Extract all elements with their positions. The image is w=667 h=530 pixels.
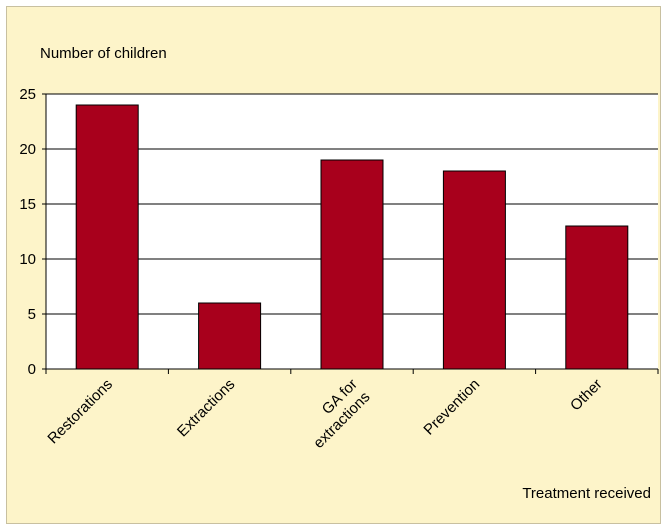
y-tick-label: 10 <box>19 251 36 268</box>
y-tick-label: 25 <box>19 86 36 103</box>
y-tick-labels: 0 5 10 15 20 25 <box>19 86 36 378</box>
x-tick-label: GA forextractions <box>298 376 374 452</box>
x-tick-label: Restorations <box>44 376 116 448</box>
y-tick-label: 0 <box>28 361 36 378</box>
bar-restorations <box>75 104 139 370</box>
y-tick-label: 20 <box>19 141 36 158</box>
x-axis-label: Treatment received <box>522 485 651 502</box>
bars <box>75 104 629 370</box>
bar-ga-for-extractions <box>320 159 384 370</box>
y-axis-label: Number of children <box>40 45 167 62</box>
bar-prevention <box>442 170 506 370</box>
x-tick-label: Other <box>567 376 606 415</box>
bar-extractions <box>198 302 262 370</box>
x-tick-labels: Restorations Extractions GA forextractions… <box>44 376 605 452</box>
y-tick-label: 15 <box>19 196 36 213</box>
y-tick-label: 5 <box>28 306 36 323</box>
x-tick-label: Extractions <box>174 376 238 440</box>
x-tick-label: Prevention <box>420 376 483 439</box>
bar-other <box>565 225 629 370</box>
axes <box>42 93 659 374</box>
